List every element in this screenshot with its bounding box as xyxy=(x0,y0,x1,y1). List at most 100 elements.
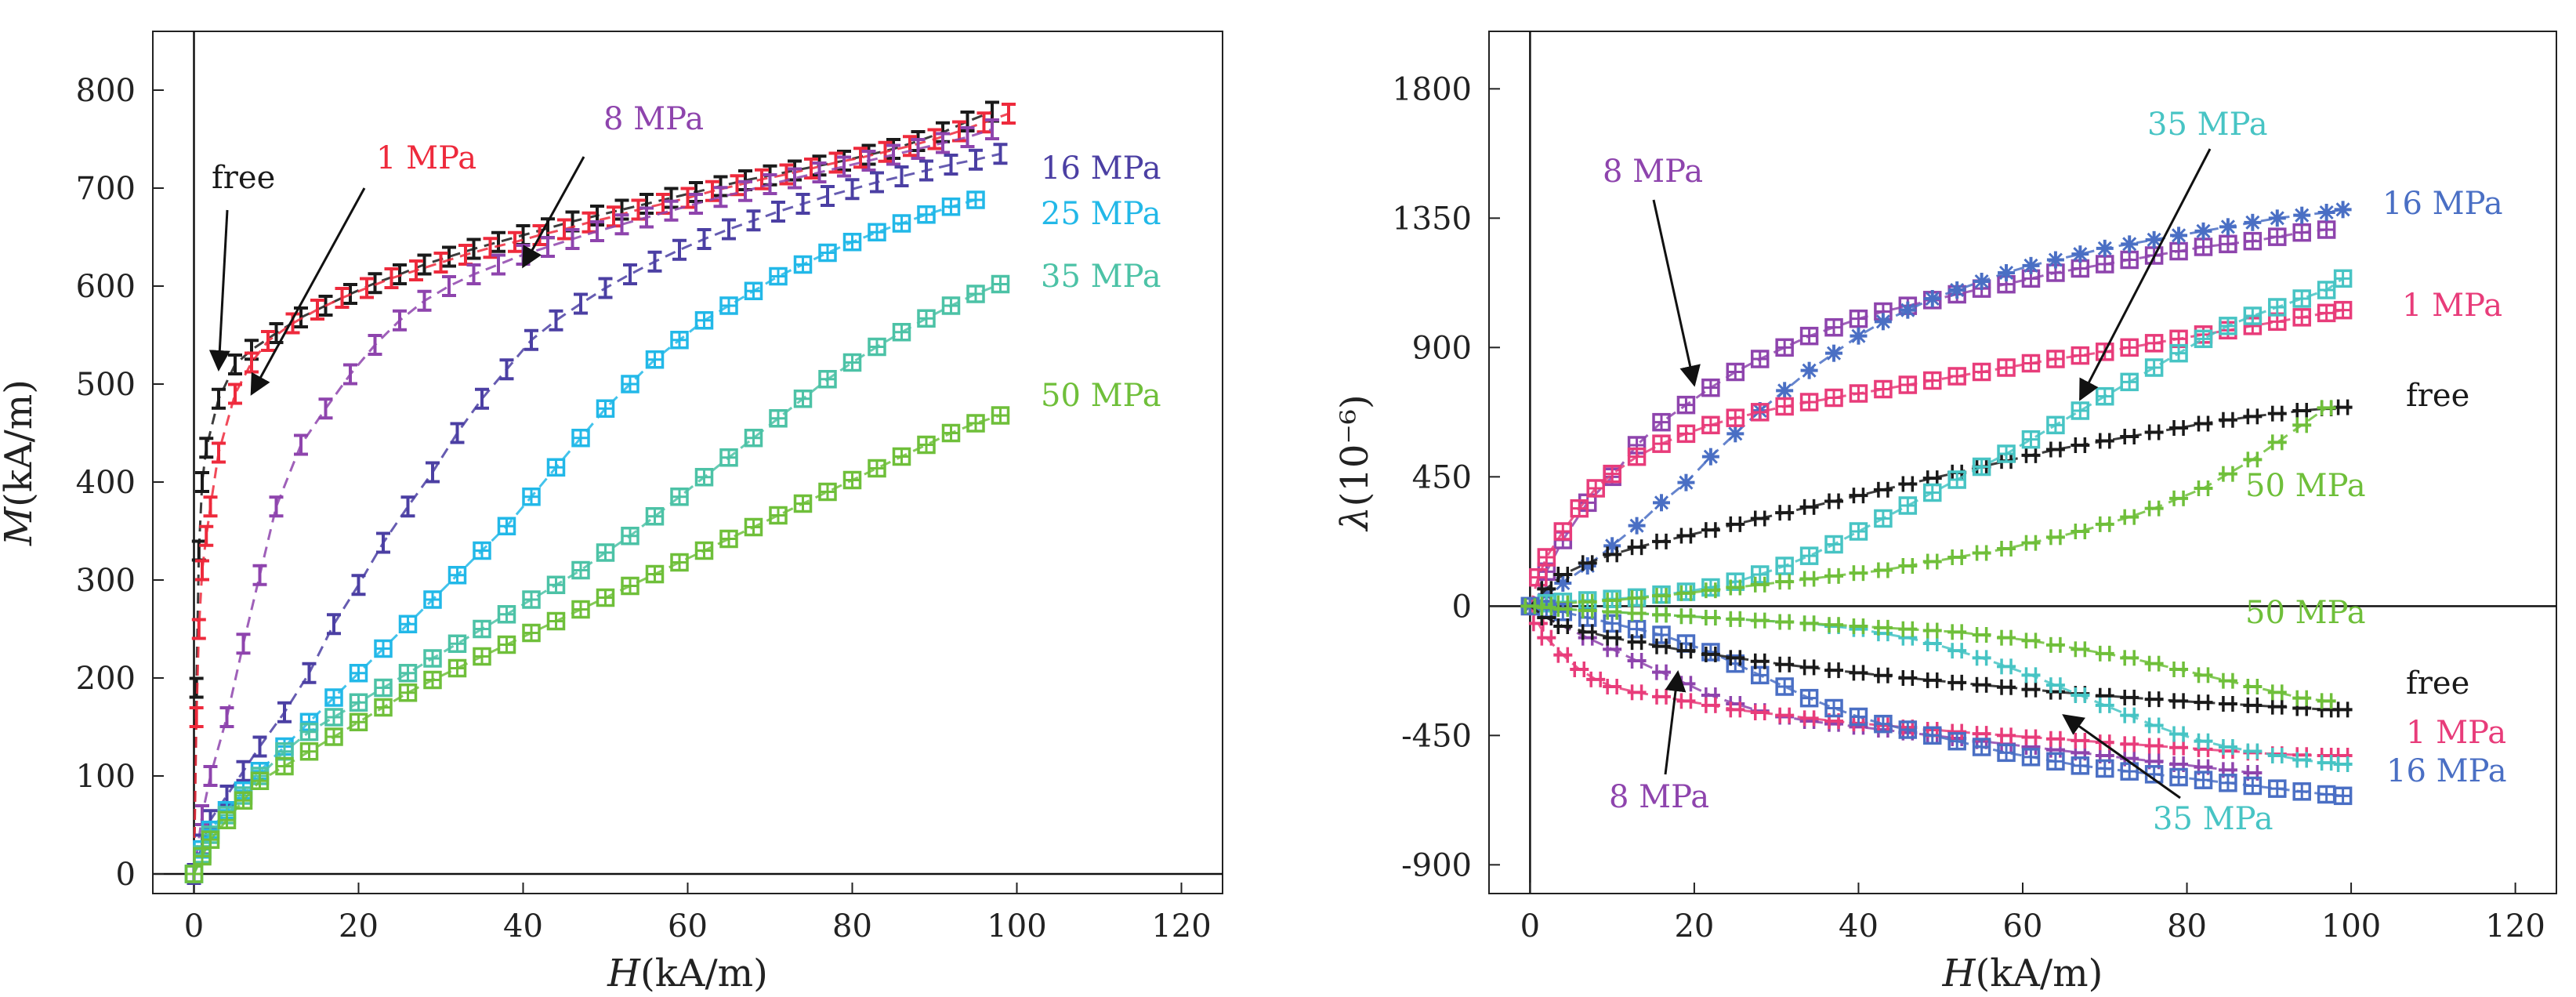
data-point xyxy=(1652,533,1672,549)
data-point xyxy=(299,742,319,761)
data-point xyxy=(1849,309,1868,328)
lambda-chart-series-free-perpendicular xyxy=(1520,598,2353,718)
m-chart-y-tick-label: 800 xyxy=(76,73,136,109)
data-point xyxy=(1972,362,1991,382)
data-point xyxy=(1873,562,1893,578)
data-point xyxy=(837,155,851,178)
data-point xyxy=(1799,393,1819,411)
data-point xyxy=(1898,629,1918,646)
data-point xyxy=(191,618,206,640)
data-point xyxy=(2317,755,2336,771)
data-point xyxy=(2096,255,2114,274)
data-point xyxy=(1874,509,1893,528)
data-point xyxy=(447,566,467,585)
x-axis-unit: (kA/m) xyxy=(640,952,768,995)
data-point xyxy=(2268,209,2286,227)
data-point xyxy=(1726,362,1745,382)
data-point xyxy=(2120,762,2139,781)
data-point xyxy=(2071,346,2090,365)
data-point xyxy=(2267,698,2287,715)
data-point xyxy=(2292,289,2311,308)
m-chart-annotation-free: free xyxy=(212,160,275,196)
lambda-chart-x-tick-label: 40 xyxy=(1839,908,1879,944)
data-point xyxy=(1799,326,1819,346)
data-point xyxy=(2194,741,2213,757)
data-point xyxy=(423,649,442,668)
data-point xyxy=(1972,738,1991,756)
lambda-chart-y-tick-label: 0 xyxy=(1452,589,1472,625)
data-point xyxy=(941,423,961,443)
data-point xyxy=(793,255,813,274)
data-point xyxy=(1849,707,1868,727)
data-point xyxy=(1750,705,1770,720)
data-point xyxy=(2046,752,2065,771)
m-chart-x-axis-label: H(kA/m) xyxy=(607,952,768,995)
data-point xyxy=(1922,636,1942,651)
series-line xyxy=(193,128,993,875)
data-point xyxy=(1799,546,1819,565)
data-point xyxy=(1799,688,1819,708)
data-point xyxy=(234,791,253,810)
data-point xyxy=(1849,621,1868,637)
data-point xyxy=(400,495,415,518)
data-point xyxy=(746,209,761,232)
m-chart-y-tick-label: 400 xyxy=(76,465,136,501)
data-point xyxy=(892,447,911,466)
data-point xyxy=(1603,604,1622,620)
data-point xyxy=(2218,739,2237,755)
data-point xyxy=(1800,361,1818,379)
data-point xyxy=(2292,690,2312,706)
data-point xyxy=(689,193,703,215)
data-point xyxy=(184,865,204,883)
data-point xyxy=(1726,650,1745,666)
data-point xyxy=(2046,251,2064,269)
lambda-chart-series-free-parallel xyxy=(1520,399,2353,615)
data-point xyxy=(1972,676,1991,693)
data-point xyxy=(903,135,917,158)
data-point xyxy=(2219,774,2237,792)
data-point xyxy=(2071,401,2090,420)
data-point xyxy=(1676,424,1696,444)
data-point xyxy=(2317,303,2336,323)
data-point xyxy=(2267,748,2287,763)
data-point xyxy=(936,132,950,154)
data-point xyxy=(1799,615,1819,632)
data-point xyxy=(1947,674,1967,691)
data-point xyxy=(694,541,714,560)
data-point xyxy=(2045,677,2065,694)
data-point xyxy=(1947,549,1967,565)
data-point xyxy=(2096,759,2114,778)
lambda-chart-annotation-arrow xyxy=(2062,714,2181,799)
data-point xyxy=(2317,693,2336,709)
data-point xyxy=(1947,643,1967,659)
data-point xyxy=(2120,372,2139,392)
data-point xyxy=(1775,707,1795,723)
lambda-chart-annotation-arrow xyxy=(2079,148,2212,401)
series-line xyxy=(1529,208,2343,607)
m-chart-y-tick-label: 200 xyxy=(76,661,136,697)
data-point xyxy=(522,623,541,643)
data-point xyxy=(466,263,481,285)
data-point xyxy=(393,263,407,285)
data-point xyxy=(1824,716,1844,732)
data-point xyxy=(2144,691,2164,708)
data-point xyxy=(252,735,267,758)
series-line xyxy=(193,112,1009,875)
data-point xyxy=(1701,378,1720,397)
data-point xyxy=(1537,600,1556,616)
data-point xyxy=(2333,702,2353,718)
data-point xyxy=(236,633,251,655)
data-point xyxy=(2292,417,2312,433)
data-point xyxy=(812,161,827,183)
series-line xyxy=(193,152,1001,875)
data-point xyxy=(1948,281,1966,299)
data-point xyxy=(2045,731,2065,747)
data-point xyxy=(2243,306,2263,325)
data-point xyxy=(1947,624,1967,640)
data-point xyxy=(2243,743,2263,760)
m-chart-x-tick-label: 60 xyxy=(668,908,708,944)
data-point xyxy=(2169,241,2188,261)
data-point xyxy=(318,397,333,420)
data-point xyxy=(1553,618,1573,634)
data-point xyxy=(228,353,242,375)
